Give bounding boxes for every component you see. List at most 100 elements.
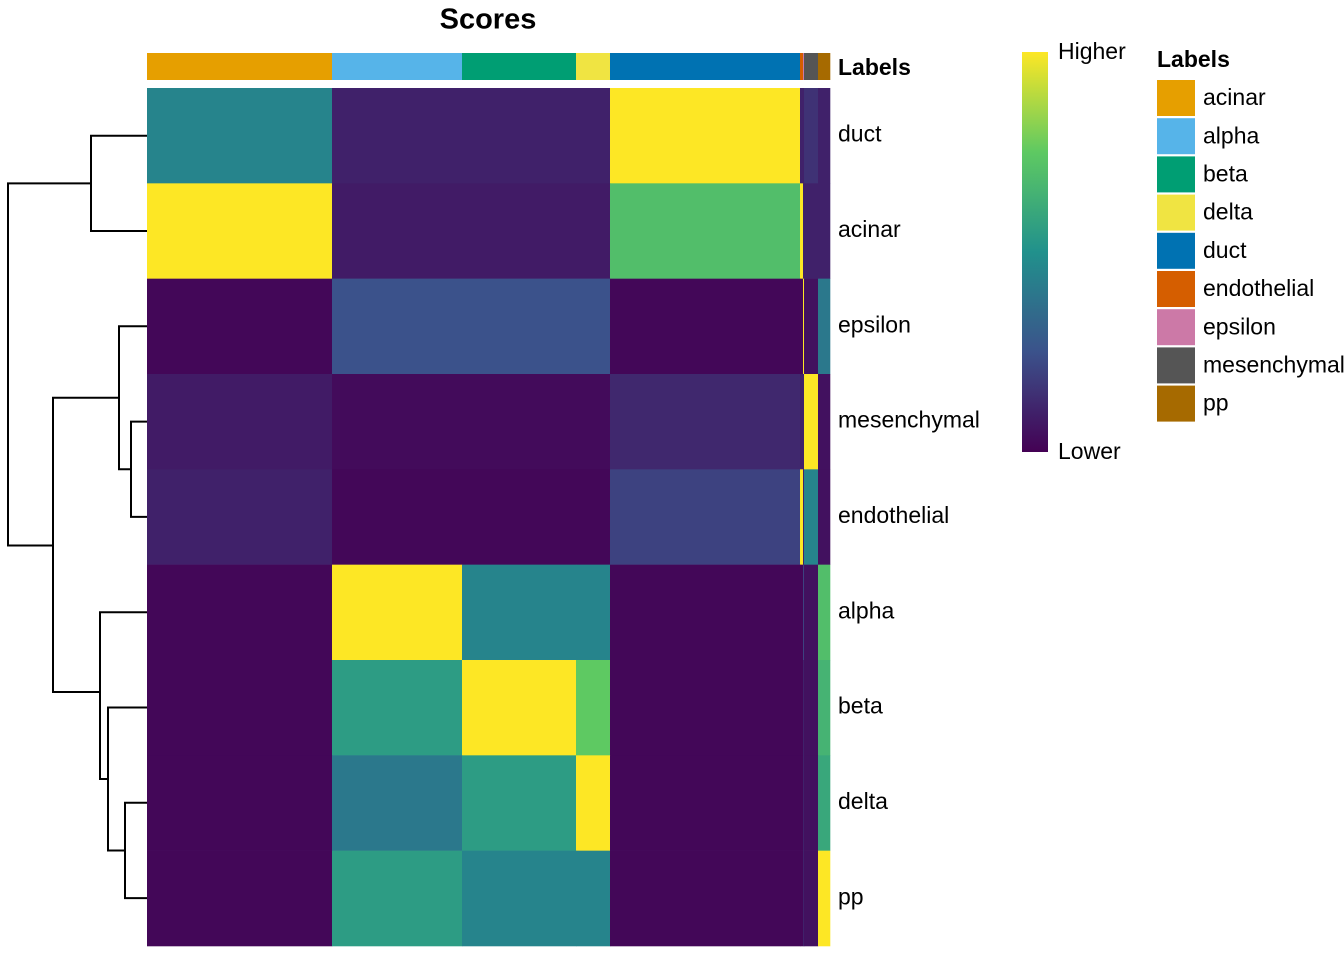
heatmap-cell xyxy=(800,755,804,851)
legend-label: mesenchymal xyxy=(1203,351,1344,377)
heatmap-cell xyxy=(818,374,831,470)
row-label: endothelial xyxy=(838,502,949,528)
annotation-cell xyxy=(800,53,804,80)
heatmap-cell xyxy=(610,88,801,184)
annotation-cell xyxy=(576,53,611,80)
heatmap-cell xyxy=(576,88,611,184)
heatmap-cell xyxy=(462,850,577,947)
heatmap-cell xyxy=(462,564,577,661)
heatmap-cell xyxy=(576,374,611,470)
heatmap-cell xyxy=(818,469,831,565)
legend-label: duct xyxy=(1203,237,1247,263)
heatmap-cell xyxy=(462,88,577,184)
legend-label: delta xyxy=(1203,199,1253,225)
heatmap-cell xyxy=(818,564,831,661)
heatmap-cell xyxy=(462,278,577,375)
heatmap-cell xyxy=(332,374,463,470)
row-label: delta xyxy=(838,788,888,814)
annotation-cell xyxy=(147,53,333,80)
heatmap-cell xyxy=(804,564,819,661)
legend-label: epsilon xyxy=(1203,313,1276,339)
heatmap-cell xyxy=(332,469,463,565)
heatmap-cell xyxy=(462,469,577,565)
heatmap-cell xyxy=(800,660,804,756)
heatmap-cell xyxy=(804,374,819,470)
heatmap-cell xyxy=(818,755,831,851)
row-label: pp xyxy=(838,883,864,909)
heatmap-cell xyxy=(803,374,805,470)
legend-swatch xyxy=(1157,80,1195,116)
heatmap-cell xyxy=(803,850,805,947)
heatmap-cell xyxy=(804,469,819,565)
annotation-label: Labels xyxy=(838,54,911,80)
heatmap-cell xyxy=(610,183,801,279)
heatmap-cell xyxy=(462,183,577,279)
heatmap-cell xyxy=(147,278,333,375)
heatmap-cell xyxy=(147,850,333,947)
legend-swatch xyxy=(1157,309,1195,346)
legend-swatch xyxy=(1157,156,1195,193)
heatmap-cell xyxy=(804,278,819,375)
heatmap-cell xyxy=(610,469,801,565)
annotation-cell xyxy=(332,53,463,80)
heatmap-cell xyxy=(610,660,801,756)
heatmap-cell xyxy=(610,374,801,470)
heatmap-cell xyxy=(147,183,333,279)
legend-swatch xyxy=(1157,347,1195,384)
annotation-cell xyxy=(804,53,819,80)
legend-label: beta xyxy=(1203,160,1248,186)
legend-title: Labels xyxy=(1157,46,1230,72)
legend-swatch xyxy=(1157,232,1195,269)
heatmap-cell xyxy=(147,374,333,470)
legend-swatch xyxy=(1157,271,1195,307)
annotation-cell xyxy=(462,53,577,80)
heatmap-cell xyxy=(804,660,819,756)
row-label: beta xyxy=(838,693,883,719)
heatmap-cell xyxy=(147,469,333,565)
heatmap-cell xyxy=(576,660,611,756)
dendrogram xyxy=(7,134,147,900)
heatmap-cell xyxy=(576,469,611,565)
heatmap-cell xyxy=(147,564,333,661)
row-label: mesenchymal xyxy=(838,407,980,433)
heatmap-cell xyxy=(818,850,831,947)
heatmap-cell xyxy=(610,850,801,947)
heatmap-cell xyxy=(800,469,804,565)
heatmap-cell xyxy=(576,564,611,661)
heatmap-cell xyxy=(147,660,333,756)
heatmap-cell xyxy=(462,660,577,756)
heatmap-cell xyxy=(800,183,804,279)
heatmap-cell xyxy=(332,564,463,661)
heatmap-cell xyxy=(800,564,804,661)
heatmap-cell xyxy=(800,88,804,184)
heatmap-cell xyxy=(332,755,463,851)
heatmap-cell xyxy=(804,755,819,851)
legend-label: alpha xyxy=(1203,122,1259,148)
heatmap-cell xyxy=(804,88,819,184)
heatmap-cell xyxy=(800,278,804,375)
heatmap-cell xyxy=(332,183,463,279)
colorbar-low-label: Lower xyxy=(1058,438,1121,464)
heatmap-cell xyxy=(332,278,463,375)
heatmap-cell xyxy=(332,660,463,756)
annotation-cell xyxy=(610,53,801,80)
heatmap-cell xyxy=(800,374,804,470)
legend-swatch xyxy=(1157,118,1195,155)
annotation-cell xyxy=(803,53,805,80)
heatmap-cell xyxy=(610,755,801,851)
heatmap-cell xyxy=(803,469,805,565)
heatmap-cell xyxy=(332,850,463,947)
heatmap-cell xyxy=(147,755,333,851)
heatmap-cell xyxy=(576,850,611,947)
heatmap-cell xyxy=(610,564,801,661)
heatmap-cell xyxy=(462,755,577,851)
heatmap-cell xyxy=(804,183,819,279)
row-label: alpha xyxy=(838,597,894,623)
chart-title: Scores xyxy=(440,4,537,36)
heatmap-cell xyxy=(803,660,805,756)
heatmap-cell xyxy=(818,278,831,375)
heatmap-cell xyxy=(800,850,804,947)
legend-label: pp xyxy=(1203,390,1229,416)
heatmap-cell xyxy=(576,183,611,279)
